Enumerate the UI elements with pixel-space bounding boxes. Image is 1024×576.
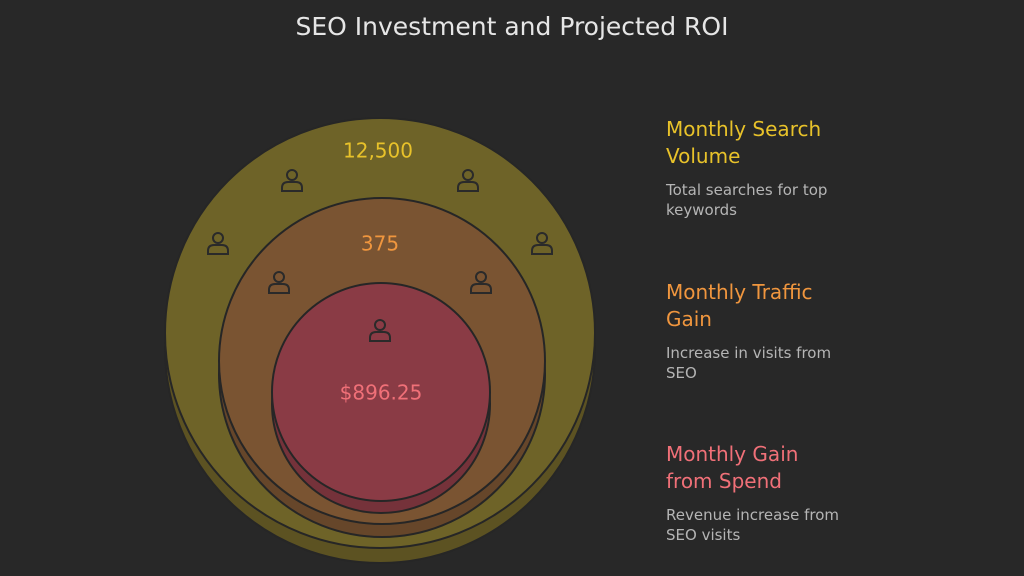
icon-body [207, 244, 229, 255]
icon-head [286, 169, 298, 181]
heading: Monthly Search Volume [666, 116, 1006, 170]
person-icon [531, 232, 553, 255]
person-icon [207, 232, 229, 255]
person-icons [207, 169, 553, 342]
level-value: 375 [361, 232, 399, 256]
icon-body [268, 283, 290, 294]
description-line: keywords [666, 201, 737, 219]
heading-line: Monthly Gain [666, 442, 799, 466]
level-value: 12,500 [343, 139, 413, 163]
legend-item: Monthly Traffic Gain Increase in visits f… [666, 279, 1006, 383]
description: Total searches for top keywords [666, 180, 1006, 220]
description-line: SEO [666, 364, 697, 382]
legend-item: Monthly Gain from Spend Revenue increase … [666, 441, 1006, 545]
level-value: $896.25 [340, 381, 423, 405]
ring [271, 282, 491, 502]
icon-head [462, 169, 474, 181]
description-line: Increase in visits from [666, 344, 832, 362]
icon-head [536, 232, 548, 244]
description: Revenue increase from SEO visits [666, 505, 1006, 545]
person-icon [268, 271, 290, 294]
title: SEO Investment and Projected ROI [296, 12, 729, 41]
icon-head [374, 319, 386, 331]
description-line: Revenue increase from [666, 506, 839, 524]
heading: Monthly Gain from Spend [666, 441, 1006, 495]
icon-head [273, 271, 285, 283]
heading-line: from Spend [666, 469, 782, 493]
person-icon [470, 271, 492, 294]
description-line: Total searches for top [666, 181, 828, 199]
icon-head [212, 232, 224, 244]
icon-body [531, 244, 553, 255]
person-icon [457, 169, 479, 192]
description-line: SEO visits [666, 526, 741, 544]
icon-body [369, 331, 391, 342]
icon-body [470, 283, 492, 294]
heading-line: Gain [666, 307, 712, 331]
description: Increase in visits from SEO [666, 343, 1006, 383]
heading-line: Monthly Search [666, 117, 822, 141]
person-icon [369, 319, 391, 342]
legend-item: Monthly Search Volume Total searches for … [666, 116, 1006, 220]
person-icon [281, 169, 303, 192]
icon-head [475, 271, 487, 283]
heading-line: Volume [666, 144, 741, 168]
heading: Monthly Traffic Gain [666, 279, 1006, 333]
heading-line: Monthly Traffic [666, 280, 813, 304]
icon-body [457, 181, 479, 192]
icon-body [281, 181, 303, 192]
